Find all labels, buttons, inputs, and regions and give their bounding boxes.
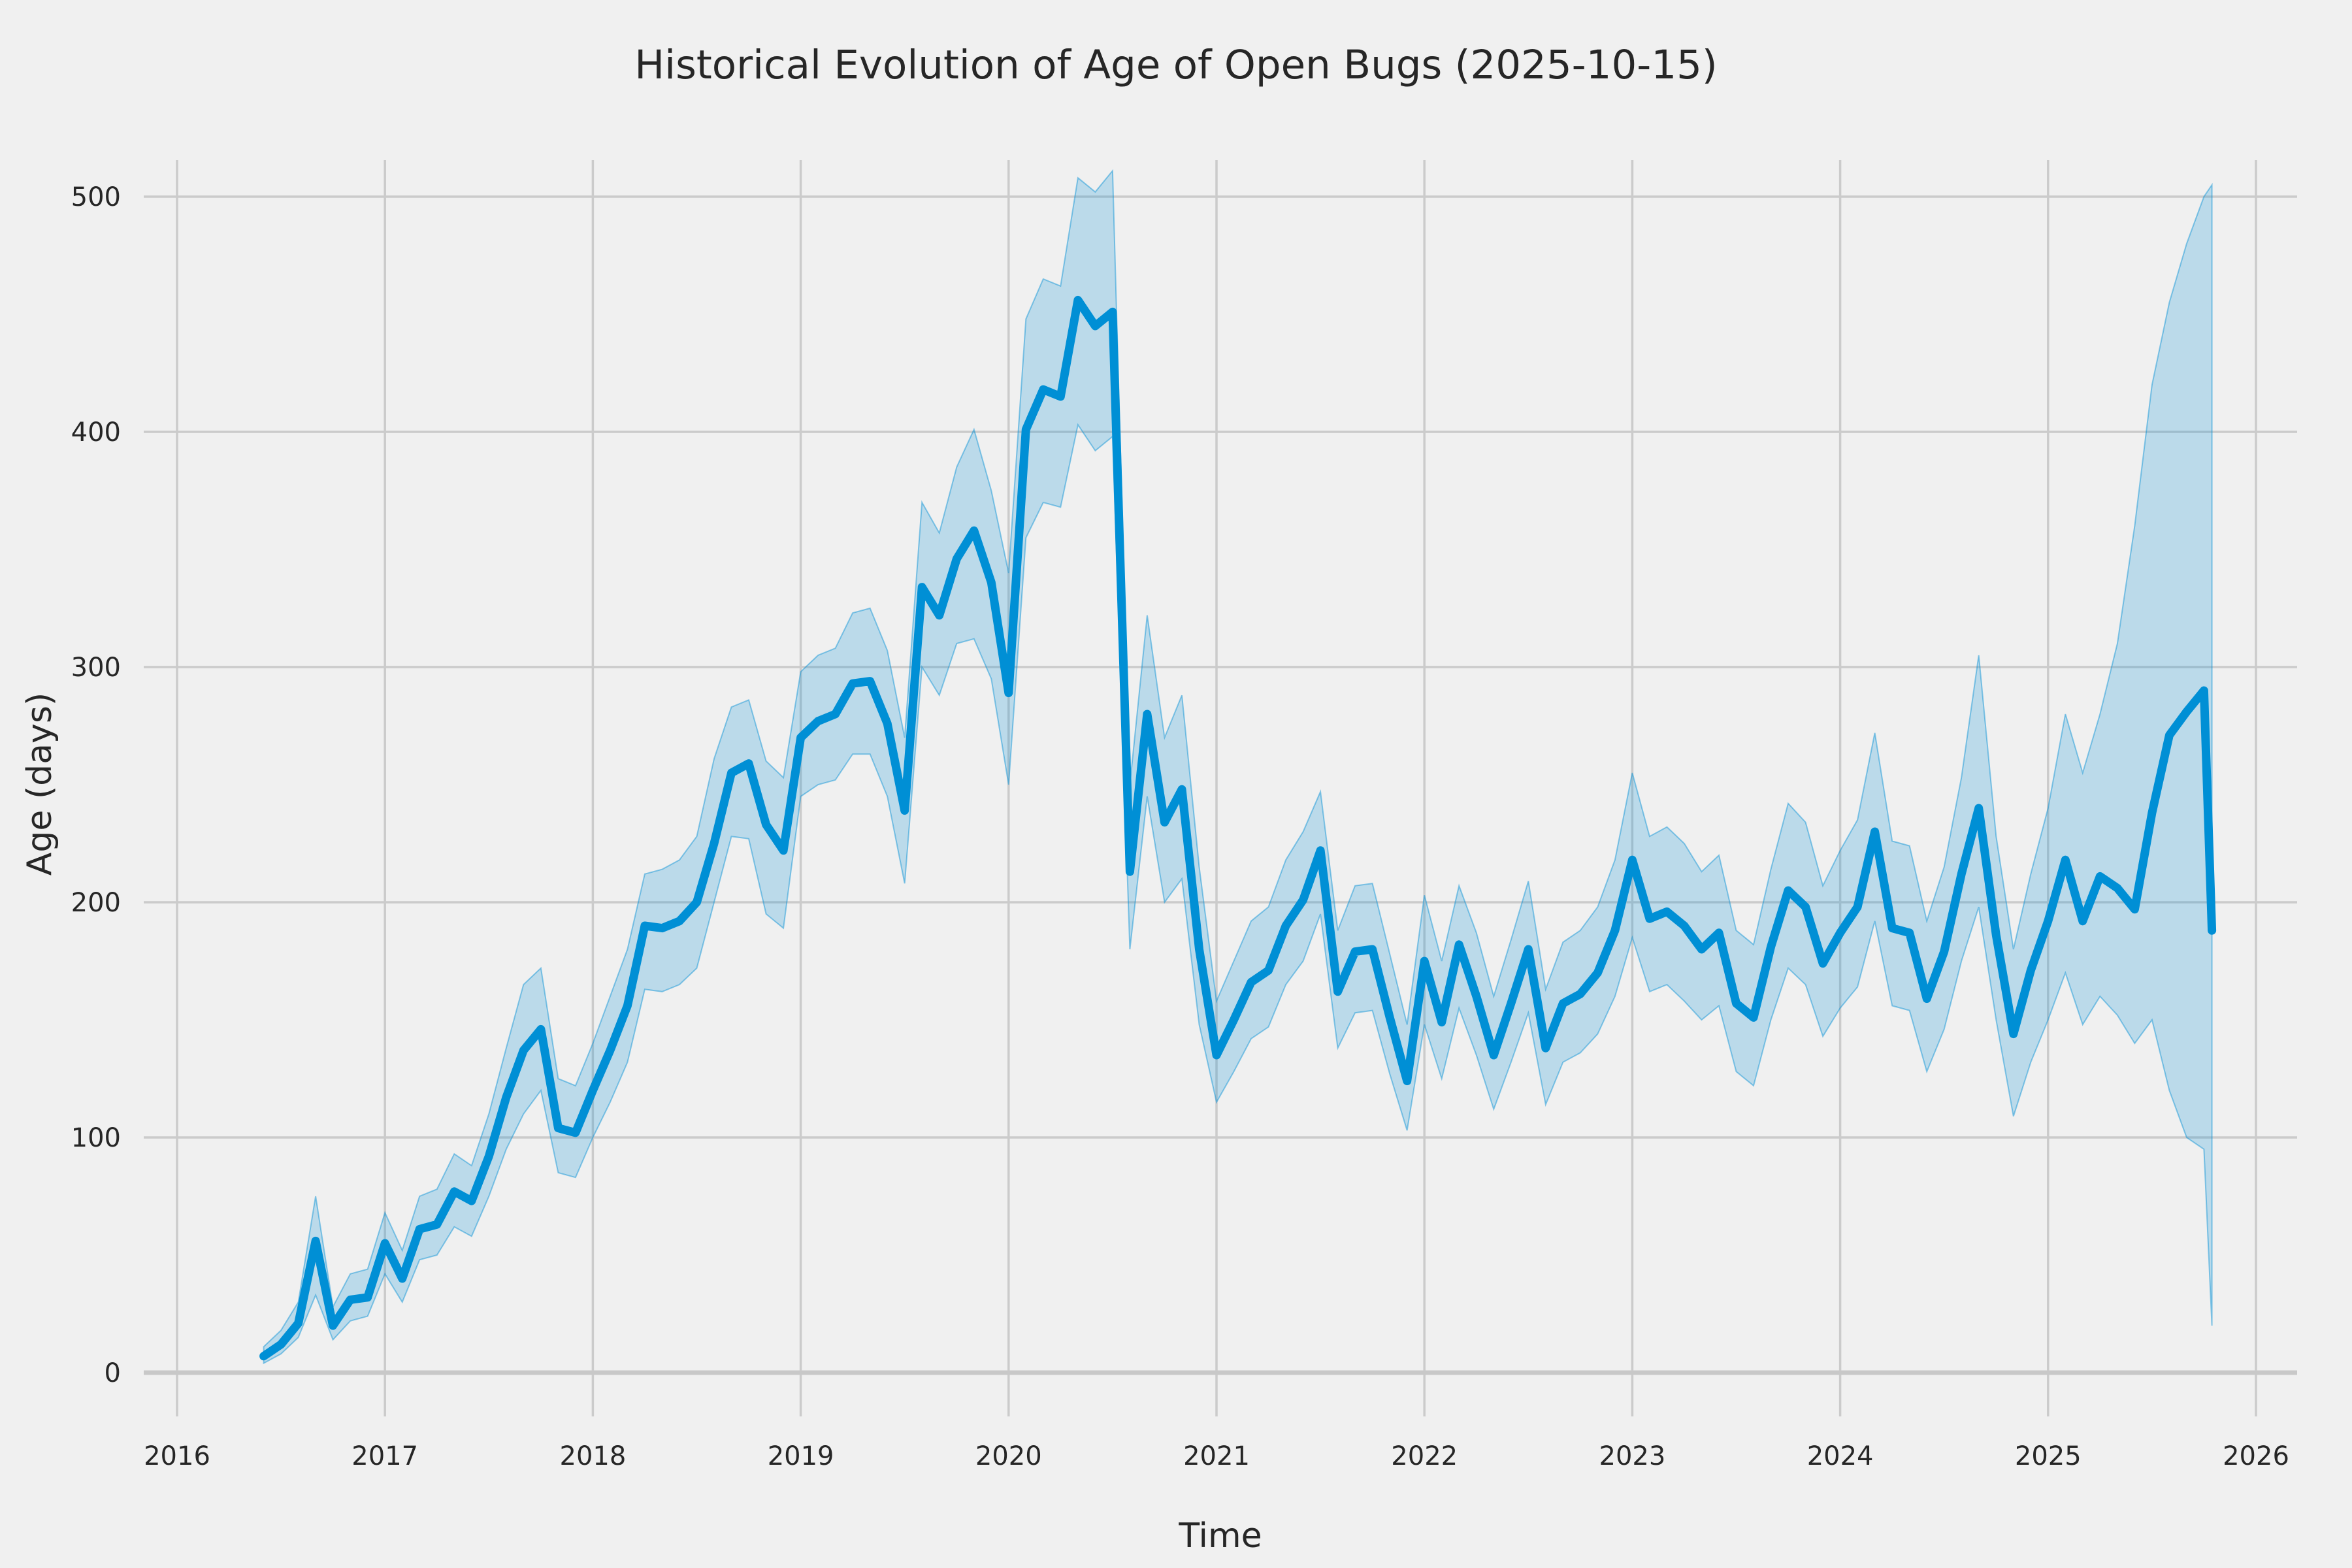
x-tick-label: 2016 [144, 1441, 210, 1471]
y-tick-label: 400 [71, 417, 121, 448]
y-tick-label: 200 [71, 888, 121, 918]
x-tick-label: 2025 [2015, 1441, 2082, 1471]
age-line [259, 295, 2217, 1361]
x-tick-label: 2019 [768, 1441, 834, 1471]
y-axis-label: Age (days) [20, 693, 59, 875]
y-tick-label: 300 [71, 653, 121, 683]
x-tick-label: 2017 [351, 1441, 418, 1471]
y-tick-label: 100 [71, 1123, 121, 1153]
x-axis-label: Time [1178, 1516, 1262, 1556]
x-tick-label: 2023 [1599, 1441, 1666, 1471]
x-tick-label: 2024 [1807, 1441, 1874, 1471]
chart-title: Historical Evolution of Age of Open Bugs… [634, 42, 1717, 88]
x-tick-label: 2026 [2223, 1441, 2289, 1471]
tick-labels: 2016 2017 2018 2019 2020 2021 2022 2023 2024 2025… [71, 182, 2289, 1471]
data-line [259, 295, 2217, 1361]
x-tick-label: 2018 [560, 1441, 627, 1471]
x-tick-label: 2021 [1183, 1441, 1250, 1471]
x-tick-label: 2022 [1391, 1441, 1458, 1471]
confidence-band [263, 169, 2213, 1365]
x-tick-label: 2020 [975, 1441, 1042, 1471]
confidence-band-area [263, 169, 2213, 1365]
y-tick-label: 500 [71, 182, 121, 212]
y-tick-label: 0 [105, 1358, 121, 1388]
grid-lines [144, 160, 2297, 1416]
